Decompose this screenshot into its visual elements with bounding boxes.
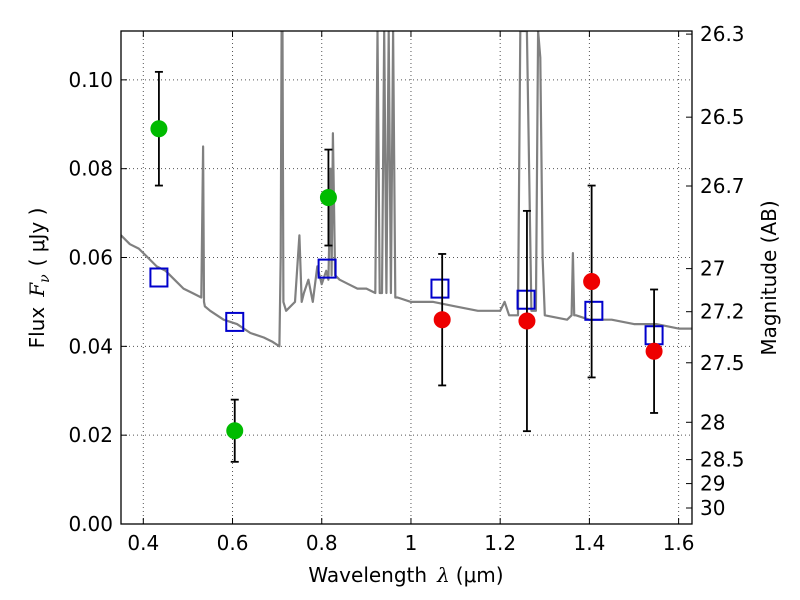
x-tick-label: 1.4 [573, 531, 605, 555]
x-tick-label: 0.8 [306, 531, 338, 555]
mag-tick-label: 27 [700, 257, 725, 281]
x-tick-label: 0.6 [217, 531, 249, 555]
model-square-marker [149, 267, 169, 288]
observed-point [226, 422, 244, 440]
y-tick-label: 0.08 [68, 157, 113, 181]
x-tick-label: 1.6 [663, 531, 695, 555]
model-square-marker [430, 278, 450, 299]
grid-lines [121, 31, 692, 525]
observed-point [645, 342, 663, 360]
observed-point [518, 312, 536, 330]
y-tick-label: 0.02 [68, 423, 113, 447]
plot-frame [120, 30, 693, 525]
mag-tick-label: 30 [700, 496, 725, 520]
y-tick-label: 0.10 [68, 68, 113, 92]
model-square-marker [225, 311, 245, 332]
x-tick-label: 0.4 [127, 531, 159, 555]
spectrum-line [121, 31, 692, 348]
spectrum-series [121, 31, 692, 348]
mag-tick-label: 26.5 [700, 105, 745, 129]
photometry-markers [149, 70, 664, 463]
mag-tick-label: 26.3 [700, 22, 745, 46]
y2-axis-label: Magnitude (AB) [757, 200, 781, 355]
model-square-marker [584, 300, 604, 321]
y-tick-label: 0.06 [68, 246, 113, 270]
mag-tick-label: 28 [700, 410, 725, 434]
y-axis-label: FluxFν( μJy ) [25, 208, 53, 349]
mag-tick-label: 27.5 [700, 351, 745, 375]
x-tick-label: 1.2 [484, 531, 516, 555]
y-tick-label: 0.04 [68, 334, 113, 358]
model-square-marker [317, 258, 337, 279]
mag-tick-label: 28.5 [700, 448, 745, 472]
y-tick-label: 0.00 [68, 512, 113, 536]
axis-ticks: 0.4 0.6 0.8 1 1.2 1.4 1.6 0.00 0.02 0.04 0.06 0.08 0… [68, 22, 744, 555]
observed-point [583, 272, 601, 290]
mag-tick-label: 29 [700, 472, 725, 496]
x-axis-label: Wavelength λ (μm) [308, 563, 503, 587]
mag-tick-label: 27.2 [700, 300, 745, 324]
observed-point [433, 311, 451, 329]
observed-point [150, 120, 168, 138]
observed-point [319, 189, 337, 207]
mag-tick-label: 26.7 [700, 174, 745, 198]
x-tick-label: 1 [405, 531, 418, 555]
